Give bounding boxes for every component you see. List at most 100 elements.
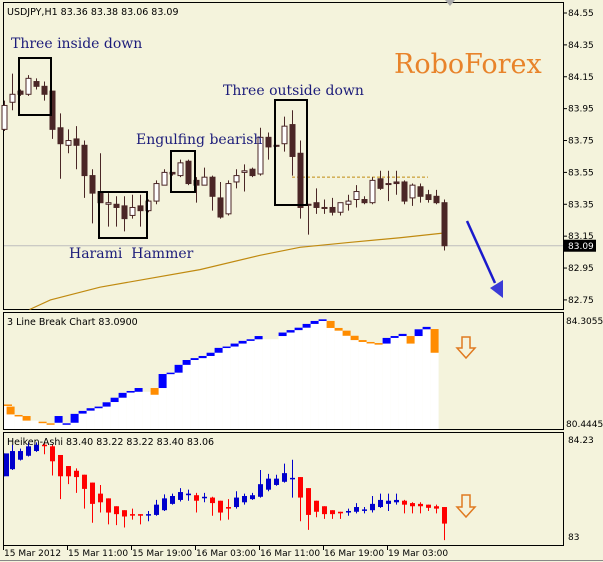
line-break-brick-up: [238, 340, 247, 344]
line-break-fill: [206, 355, 215, 429]
line-break-fill: [54, 422, 63, 429]
candle-body-bull: [409, 184, 416, 199]
candle: [81, 140, 88, 198]
ha-body: [314, 500, 319, 512]
ha-body: [186, 493, 191, 496]
heiken-ashi-candle: [66, 466, 71, 485]
candle: [65, 129, 72, 154]
line-break-brick-up: [414, 329, 423, 337]
line-break-fill: [390, 337, 399, 429]
ha-body: [4, 453, 9, 477]
candle: [137, 194, 144, 227]
time-label: 15 Mar 2012: [4, 549, 61, 559]
candle: [345, 194, 352, 211]
line-break-fill: [190, 360, 199, 429]
heiken-ashi-title: Heiken-Ashi 83.40 83.22 83.22 83.40 83.0…: [7, 437, 214, 448]
time-label: 15 Mar 19:00: [132, 549, 192, 559]
heiken-ashi-chart: [4, 442, 447, 541]
line-break-fill: [382, 343, 391, 429]
candle: [361, 196, 368, 205]
line-break-fill: [174, 372, 183, 429]
time-label: 16 Mar 19:00: [324, 549, 384, 559]
candle-body-bear: [425, 194, 432, 200]
candle-body-bear: [121, 205, 128, 220]
chart-shift-marker[interactable]: [445, 0, 455, 6]
line-break-fill: [150, 394, 159, 429]
heiken-ashi-candle: [418, 502, 423, 514]
line-break-fill: [358, 341, 367, 429]
heiken-ashi-candle: [370, 495, 375, 513]
ha-body: [426, 504, 431, 508]
line-break-brick-up: [110, 397, 119, 403]
line-break-brick-up: [54, 416, 63, 423]
candle: [209, 175, 216, 211]
candle-body-bear: [441, 202, 448, 247]
line-break-fill: [6, 414, 15, 429]
line-break-brick-up: [174, 364, 183, 373]
ha-body: [218, 500, 223, 513]
line-break-fill: [430, 352, 439, 429]
heiken-ashi-candle: [26, 442, 31, 457]
line-break-brick-up: [198, 355, 207, 359]
line-break-brick-up: [190, 358, 199, 361]
line-break-fill: [22, 420, 31, 429]
price-label: 84.35: [568, 41, 594, 51]
ha-body: [74, 470, 79, 478]
heiken-ashi-candle: [210, 496, 215, 516]
line-break-brick-up: [166, 372, 175, 375]
heiken-ashi-candle: [442, 507, 447, 541]
line-break-fill: [126, 392, 135, 429]
ha-body: [298, 477, 303, 498]
line-break-fill: [230, 346, 239, 429]
candle: [393, 170, 400, 195]
line-break-brick-down: [46, 423, 55, 425]
time-label: 15 Mar 11:00: [68, 549, 128, 559]
ha-body: [226, 507, 231, 509]
line-break-brick-up: [222, 346, 231, 349]
candle-body-bull: [353, 191, 360, 200]
line-break-fill: [318, 320, 327, 429]
pattern-label-three-inside-down: Three inside down: [11, 36, 142, 52]
ha-body: [322, 506, 327, 515]
main-panel-frame: [3, 2, 564, 310]
ha-body: [402, 500, 407, 505]
candle-body-bear: [57, 127, 64, 145]
ha-body: [130, 514, 135, 516]
line-break-brick-down: [406, 336, 415, 344]
ha-body: [442, 507, 447, 524]
line-break-brick-up: [422, 326, 431, 330]
line-break-fill: [14, 414, 23, 429]
line-break-chart: [4, 319, 439, 429]
engulfing-bearish-box: [170, 150, 196, 193]
heiken-ashi-candle: [10, 444, 15, 470]
line-break-brick-down: [374, 343, 383, 345]
price-label: 82.75: [568, 296, 594, 306]
heiken-ashi-candle: [290, 459, 295, 498]
candle: [121, 196, 128, 232]
candle: [33, 78, 40, 90]
candle-body-bear: [385, 183, 392, 186]
ha-body: [26, 446, 31, 456]
time-label: 19 Mar 03:00: [388, 549, 448, 559]
line-break-title: 3 Line Break Chart 83.0900: [7, 317, 138, 328]
line-break-brick-down: [358, 340, 367, 342]
candle-body-bear: [329, 206, 336, 213]
ha-body: [266, 478, 271, 490]
heiken-ashi-candle: [74, 468, 79, 493]
heiken-ashi-axis-bottom: 83: [568, 533, 579, 543]
candle-body-bull: [281, 125, 288, 145]
heiken-ashi-axis-top: 84.23: [568, 436, 594, 446]
candle: [89, 169, 96, 224]
pattern-label-harami-hammer: Harami Hammer: [69, 246, 194, 262]
ha-body: [98, 493, 103, 503]
current-price-badge: [564, 239, 596, 252]
price-label: 83.95: [568, 105, 594, 115]
candle: [217, 181, 224, 219]
ha-body: [10, 451, 15, 470]
line-break-brick-down: [334, 327, 343, 331]
ha-body: [370, 503, 375, 511]
line-break-brick-down: [6, 406, 15, 415]
heiken-ashi-candle: [354, 503, 359, 514]
current-price-label: 83.09: [568, 242, 594, 252]
